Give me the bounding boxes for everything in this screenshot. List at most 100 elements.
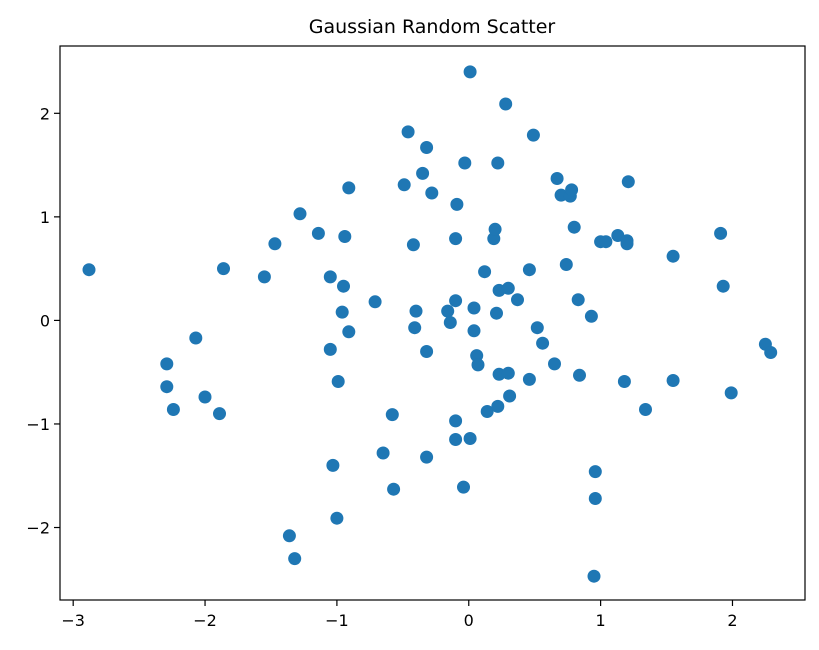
data-point <box>449 414 463 428</box>
data-point <box>160 380 174 394</box>
data-point <box>282 529 296 543</box>
data-point <box>450 197 464 211</box>
y-tick-label: −2 <box>26 519 50 538</box>
chart-title: Gaussian Random Scatter <box>309 16 556 38</box>
data-point <box>323 342 337 356</box>
data-point <box>467 324 481 338</box>
data-point <box>463 432 477 445</box>
data-point <box>522 263 536 277</box>
data-point <box>666 249 680 263</box>
data-point <box>463 65 477 79</box>
y-tick-label: 1 <box>40 208 50 227</box>
data-point <box>588 492 602 505</box>
data-point <box>522 372 536 386</box>
data-point <box>217 262 230 276</box>
data-point <box>82 263 96 277</box>
data-point <box>335 305 349 319</box>
data-point <box>331 375 345 388</box>
data-point <box>573 368 586 382</box>
data-point <box>330 511 344 525</box>
data-point <box>257 270 271 284</box>
data-point <box>387 482 401 496</box>
data-point <box>565 183 579 197</box>
data-point <box>548 357 561 371</box>
data-point <box>491 399 505 413</box>
x-tick-label: 1 <box>596 611 606 630</box>
data-point <box>457 480 470 494</box>
data-point <box>458 156 472 170</box>
data-point <box>409 304 423 318</box>
data-point <box>160 357 174 371</box>
data-point <box>376 446 390 460</box>
data-point <box>588 465 602 479</box>
x-tick-label: −3 <box>61 611 85 630</box>
data-point <box>441 304 455 318</box>
data-point <box>666 374 680 387</box>
data-point <box>397 178 411 192</box>
data-point <box>342 181 356 195</box>
data-point <box>536 336 550 350</box>
plot-area-frame <box>59 45 806 601</box>
data-point <box>401 125 415 139</box>
data-point <box>480 405 494 418</box>
data-point <box>617 375 631 388</box>
data-point <box>584 309 598 323</box>
data-point <box>501 281 515 295</box>
data-point <box>416 166 430 180</box>
data-point <box>449 294 463 308</box>
y-tick-label: 0 <box>40 311 50 330</box>
data-point <box>420 345 434 358</box>
data-points <box>82 65 778 583</box>
x-axis-ticks: −3 −2 −1 0 1 2 <box>61 600 738 630</box>
y-axis-ticks: −2 −1 0 1 2 <box>26 104 60 538</box>
x-tick-label: −2 <box>193 611 217 630</box>
data-point <box>621 175 635 189</box>
data-point <box>526 128 540 142</box>
data-point <box>385 408 399 422</box>
data-point <box>288 552 302 566</box>
data-point <box>443 316 457 329</box>
data-point <box>311 226 325 240</box>
y-tick-label: −1 <box>26 415 50 434</box>
data-point <box>478 265 492 279</box>
data-point <box>420 450 434 464</box>
data-point <box>491 156 505 170</box>
data-point <box>499 97 513 111</box>
data-point <box>567 220 581 234</box>
x-tick-label: 2 <box>727 611 737 630</box>
data-point <box>716 279 730 293</box>
data-point <box>587 569 601 583</box>
data-point <box>198 390 212 404</box>
data-point <box>425 186 439 200</box>
data-point <box>714 226 728 240</box>
data-point <box>368 295 382 309</box>
data-point <box>550 172 564 185</box>
data-point <box>764 346 778 359</box>
data-point <box>503 389 517 403</box>
data-point <box>501 366 515 380</box>
data-point <box>571 293 585 307</box>
data-point <box>338 230 352 243</box>
data-point <box>406 238 420 252</box>
x-tick-label: −1 <box>325 611 349 630</box>
data-point <box>293 207 307 221</box>
data-point <box>620 237 634 251</box>
data-point <box>488 222 502 236</box>
data-point <box>189 331 203 345</box>
data-point <box>268 237 282 251</box>
data-point <box>449 433 463 446</box>
data-point <box>342 325 356 339</box>
data-point <box>213 407 226 421</box>
y-tick-label: 2 <box>40 104 50 123</box>
data-point <box>323 270 337 284</box>
x-tick-label: 0 <box>464 611 474 630</box>
data-point <box>724 386 738 400</box>
data-point <box>326 458 340 472</box>
data-point <box>511 293 524 307</box>
data-point <box>559 258 573 271</box>
data-point <box>420 141 434 154</box>
data-point <box>166 403 180 416</box>
data-point <box>467 301 481 315</box>
data-point <box>490 306 503 320</box>
